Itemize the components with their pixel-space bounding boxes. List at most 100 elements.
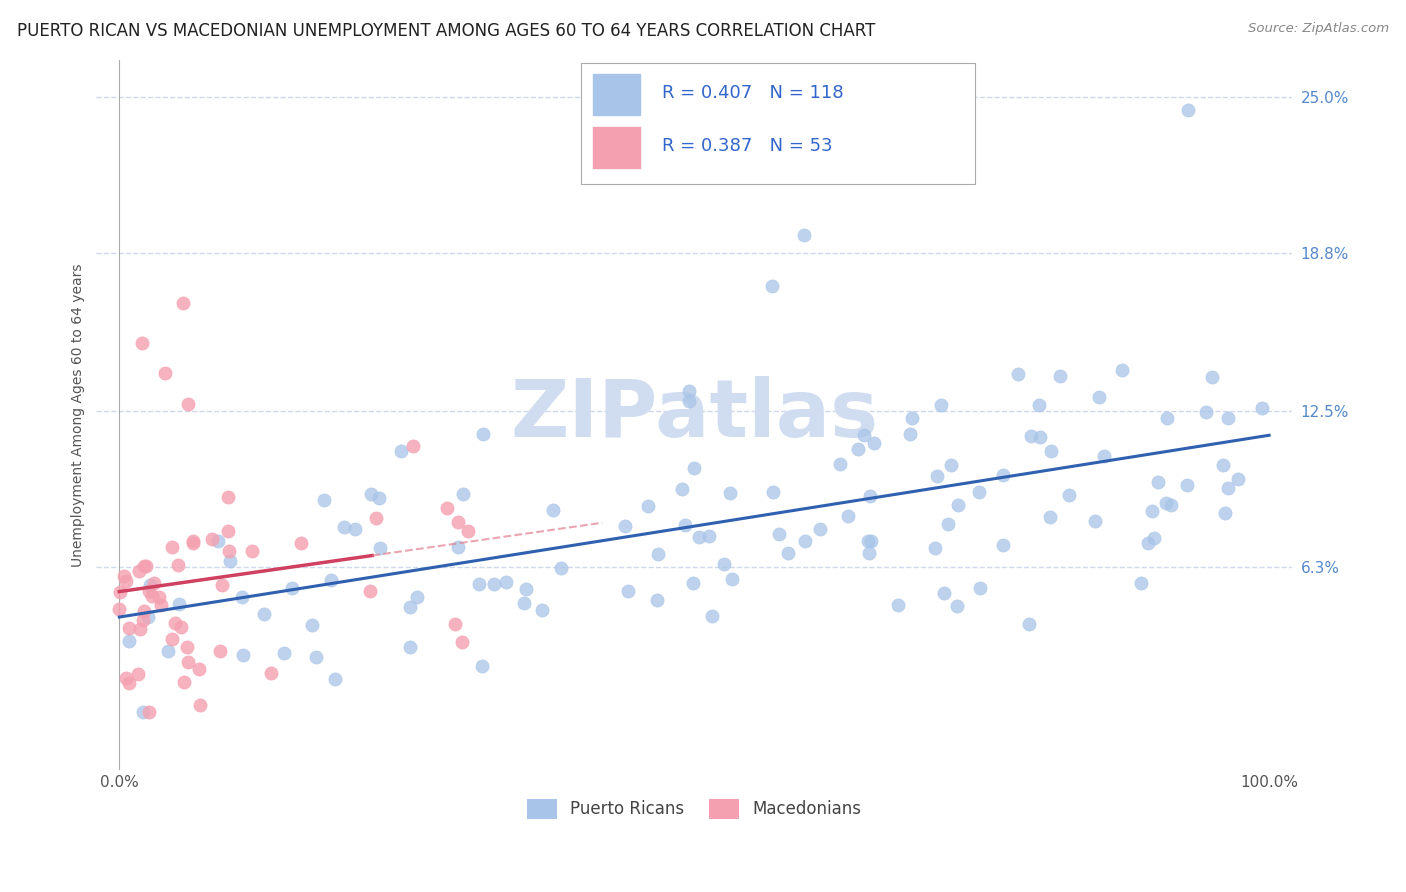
Point	[240, 544, 263, 558]
Text: Source: ZipAtlas.com: Source: ZipAtlas.com	[1249, 22, 1389, 36]
Point	[115, 672, 138, 686]
Point	[160, 632, 183, 647]
Point	[699, 529, 721, 543]
Point	[1039, 509, 1062, 524]
Text: R = 0.387   N = 53: R = 0.387 N = 53	[662, 137, 832, 155]
Point	[1156, 411, 1178, 425]
Point	[436, 500, 458, 515]
Point	[613, 519, 636, 533]
Point	[688, 530, 710, 544]
FancyBboxPatch shape	[592, 74, 640, 115]
Point	[118, 633, 141, 648]
Point	[305, 650, 328, 665]
Point	[901, 411, 924, 425]
Point	[808, 523, 831, 537]
Point	[682, 576, 704, 591]
Text: PUERTO RICAN VS MACEDONIAN UNEMPLOYMENT AMONG AGES 60 TO 64 YEARS CORRELATION CH: PUERTO RICAN VS MACEDONIAN UNEMPLOYMENT …	[17, 22, 876, 40]
FancyBboxPatch shape	[581, 63, 976, 184]
Point	[135, 559, 157, 574]
Point	[170, 620, 193, 634]
Point	[471, 658, 494, 673]
Point	[343, 522, 366, 536]
Point	[673, 517, 696, 532]
Point	[165, 616, 187, 631]
Point	[132, 559, 155, 574]
Point	[231, 590, 253, 604]
Point	[368, 541, 391, 555]
Point	[472, 427, 495, 442]
Point	[118, 621, 141, 635]
Point	[550, 561, 572, 575]
Text: ZIPatlas: ZIPatlas	[510, 376, 879, 454]
Point	[447, 540, 470, 554]
Point	[852, 428, 875, 442]
Point	[118, 676, 141, 690]
Point	[217, 524, 239, 538]
Point	[778, 546, 800, 560]
Point	[115, 574, 138, 588]
Point	[167, 558, 190, 573]
Point	[856, 534, 879, 549]
Point	[405, 591, 427, 605]
Point	[108, 602, 131, 616]
Point	[702, 609, 724, 624]
Point	[924, 541, 946, 555]
Point	[398, 599, 420, 614]
Point	[127, 667, 149, 681]
Point	[671, 483, 693, 497]
Point	[217, 490, 239, 504]
Point	[925, 469, 948, 483]
Point	[218, 554, 240, 568]
Legend: Puerto Ricans, Macedonians: Puerto Ricans, Macedonians	[520, 792, 869, 826]
Point	[143, 575, 166, 590]
Point	[360, 487, 382, 501]
Point	[1084, 514, 1107, 528]
Point	[929, 398, 952, 412]
Point	[468, 577, 491, 591]
Point	[761, 278, 783, 293]
Point	[155, 367, 177, 381]
Point	[718, 486, 741, 500]
Point	[1213, 506, 1236, 520]
Point	[1195, 405, 1218, 419]
Point	[232, 648, 254, 663]
Point	[1140, 504, 1163, 518]
Y-axis label: Unemployment Among Ages 60 to 64 years: Unemployment Among Ages 60 to 64 years	[72, 263, 86, 566]
Point	[253, 607, 276, 622]
Point	[132, 706, 155, 720]
Point	[367, 491, 389, 505]
Point	[1088, 390, 1111, 404]
Point	[837, 508, 859, 523]
Point	[1227, 472, 1250, 486]
Point	[512, 596, 534, 610]
Point	[678, 384, 700, 399]
Point	[637, 499, 659, 513]
Point	[447, 515, 470, 529]
Point	[129, 622, 152, 636]
Point	[312, 492, 335, 507]
Point	[1049, 368, 1071, 383]
Point	[934, 586, 956, 600]
Point	[1143, 531, 1166, 545]
Point	[1212, 458, 1234, 472]
Point	[1251, 401, 1274, 415]
Point	[541, 503, 564, 517]
Point	[1175, 478, 1198, 492]
Point	[136, 609, 159, 624]
Point	[645, 592, 668, 607]
Point	[148, 590, 170, 604]
Point	[450, 635, 472, 649]
Point	[859, 533, 882, 548]
Point	[967, 484, 990, 499]
Point	[858, 546, 880, 560]
Point	[617, 584, 640, 599]
Point	[364, 511, 387, 525]
Point	[389, 444, 412, 458]
Point	[131, 336, 153, 351]
Point	[457, 524, 479, 539]
Point	[1028, 430, 1050, 444]
Point	[218, 543, 240, 558]
Point	[141, 589, 163, 603]
Point	[1156, 496, 1178, 510]
Point	[177, 655, 200, 669]
